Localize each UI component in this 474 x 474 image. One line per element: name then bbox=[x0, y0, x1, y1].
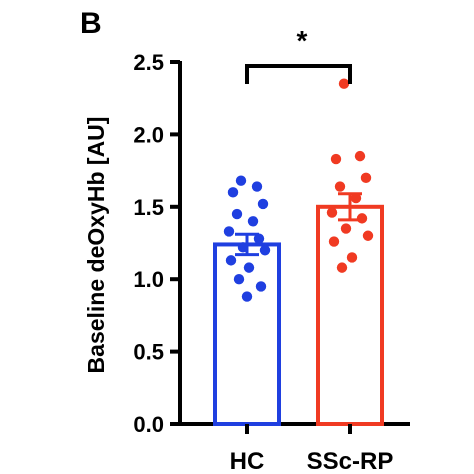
y-tick-label: 1.0 bbox=[133, 267, 164, 292]
data-point bbox=[346, 252, 358, 263]
data-point bbox=[255, 281, 267, 292]
axes bbox=[178, 61, 410, 426]
data-point bbox=[350, 192, 362, 204]
data-point bbox=[360, 172, 372, 184]
data-point bbox=[227, 187, 239, 198]
significance-bracket-line bbox=[245, 64, 352, 84]
data-point bbox=[328, 236, 340, 247]
y-tick-label: 0.0 bbox=[133, 412, 164, 437]
data-point bbox=[362, 230, 374, 241]
y-tick-label: 1.5 bbox=[133, 195, 164, 220]
data-point bbox=[243, 262, 255, 273]
data-point bbox=[354, 150, 366, 162]
y-axis-label: Baseline deOxyHb [AU] bbox=[83, 117, 109, 374]
data-point bbox=[334, 181, 346, 192]
significance-bracket: * bbox=[245, 25, 352, 84]
x-tick-label: HC bbox=[230, 448, 265, 474]
data-point bbox=[233, 274, 245, 285]
data-point bbox=[231, 208, 243, 220]
y-tick-label: 0.5 bbox=[133, 340, 164, 365]
data-point bbox=[257, 198, 269, 210]
data-point bbox=[338, 78, 350, 89]
data-point bbox=[253, 233, 265, 244]
x-tick-labels: HC SSc-RP bbox=[230, 424, 394, 474]
y-ticks: 0.0 0.5 1.0 1.5 2.0 2.5 bbox=[133, 50, 180, 437]
data-point bbox=[225, 255, 237, 266]
significance-star: * bbox=[297, 25, 308, 56]
y-tick-label: 2.0 bbox=[133, 122, 164, 147]
data-point bbox=[340, 223, 352, 234]
data-point bbox=[247, 216, 259, 227]
error-bars bbox=[235, 192, 362, 257]
data-point bbox=[259, 245, 271, 256]
y-tick-label: 2.5 bbox=[133, 50, 164, 75]
data-point bbox=[326, 207, 338, 218]
panel-label: B bbox=[80, 7, 102, 40]
data-point bbox=[336, 262, 348, 273]
bars bbox=[213, 204, 384, 426]
bar-ssc-rp bbox=[316, 204, 384, 426]
x-tick-label: SSc-RP bbox=[307, 448, 394, 474]
data-point bbox=[330, 153, 342, 165]
data-point bbox=[251, 181, 263, 192]
data-points bbox=[223, 78, 374, 302]
data-point bbox=[223, 226, 235, 237]
data-point bbox=[235, 175, 247, 186]
data-point bbox=[241, 291, 253, 302]
